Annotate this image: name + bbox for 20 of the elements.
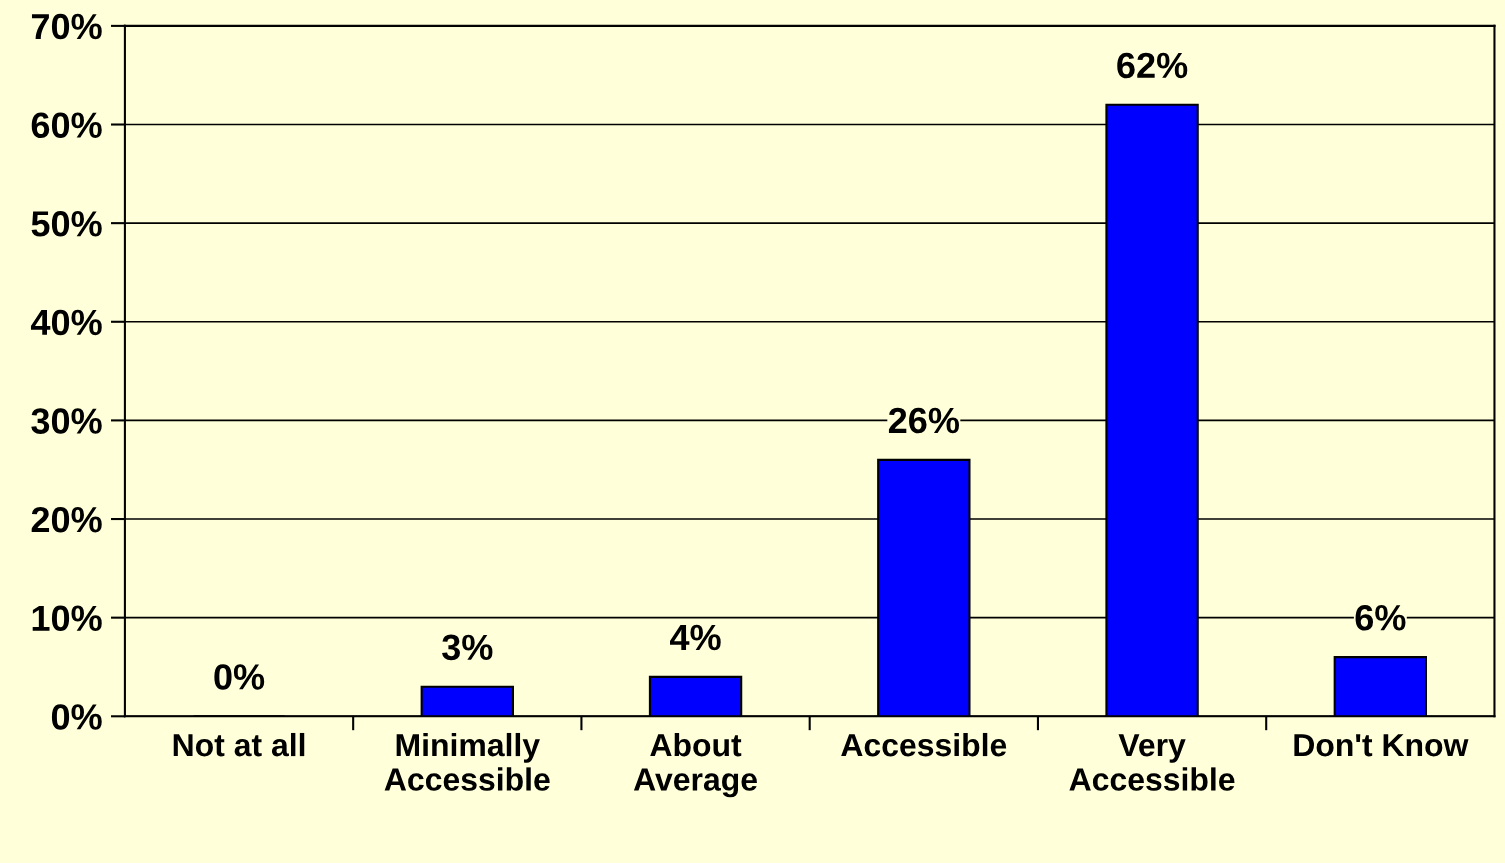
x-tick-label: About Average xyxy=(633,732,757,798)
data-label: 62% xyxy=(1117,52,1188,79)
y-tick-label: 50% xyxy=(31,211,102,237)
x-tick-label: Not at all xyxy=(173,732,305,757)
y-tick-label: 20% xyxy=(31,506,102,533)
data-label: 26% xyxy=(888,407,960,434)
x-tick-label: Accessible xyxy=(841,732,1007,757)
y-tick-label: 40% xyxy=(30,309,102,336)
data-label: 3% xyxy=(442,634,493,661)
y-tick-label: 0% xyxy=(51,704,102,730)
x-tick-label: Minimally Accessible xyxy=(384,732,550,791)
data-label: 6% xyxy=(1355,604,1406,631)
data-label: 4% xyxy=(670,624,721,651)
y-tick-label: 30% xyxy=(31,408,102,434)
y-tick-label: 60% xyxy=(31,112,102,138)
x-tick-label: Very Accessible xyxy=(1069,734,1235,791)
y-tick-label: 10% xyxy=(32,605,102,632)
x-tick-label: Don't Know xyxy=(1294,734,1469,757)
data-label: 0% xyxy=(214,664,265,690)
y-tick-label: 70% xyxy=(31,13,102,40)
